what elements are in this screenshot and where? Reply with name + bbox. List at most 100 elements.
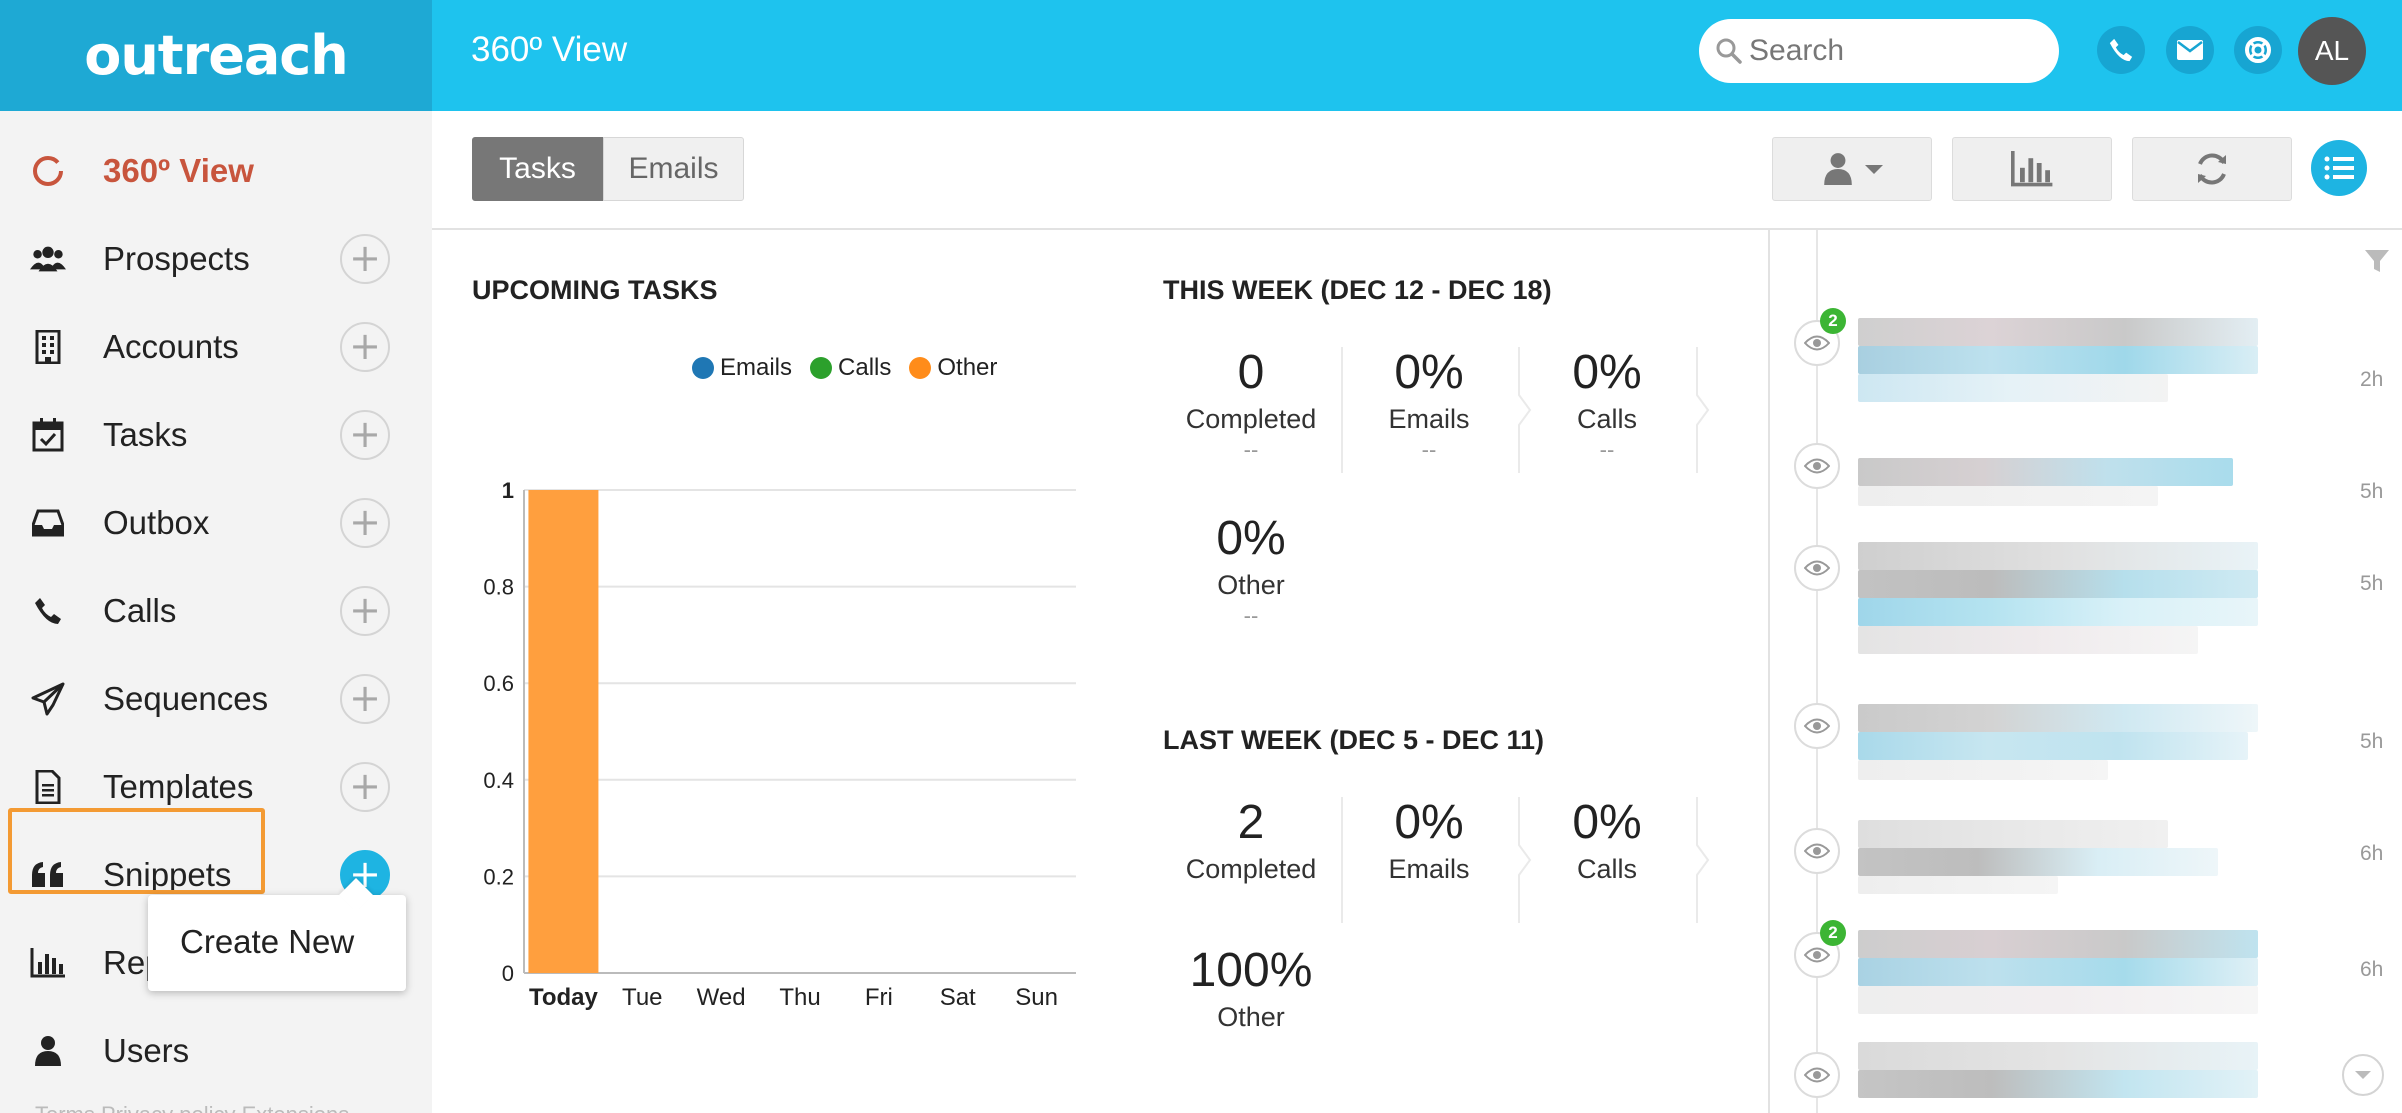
life-ring-icon bbox=[2245, 37, 2271, 63]
envelope-icon bbox=[2177, 40, 2203, 60]
x-tick-label: Fri bbox=[865, 984, 893, 1011]
bar-chart-icon bbox=[2011, 151, 2053, 187]
legend-item-calls[interactable]: Calls bbox=[810, 354, 891, 382]
redacted-line bbox=[1858, 458, 2233, 486]
add-outbox-button[interactable]: + bbox=[340, 498, 390, 548]
add-task-button[interactable]: + bbox=[340, 410, 390, 460]
feed-item[interactable]: 6h bbox=[1770, 800, 2402, 894]
redacted-line bbox=[1858, 1042, 2258, 1070]
legend-item-emails[interactable]: Emails bbox=[692, 354, 792, 382]
stat-delta: -- bbox=[1599, 437, 1615, 462]
stat-label: Calls bbox=[1576, 854, 1637, 884]
quote-icon bbox=[30, 857, 66, 893]
feed-item[interactable]: 5h bbox=[1770, 680, 2402, 790]
add-account-button[interactable]: + bbox=[340, 322, 390, 372]
sidebar-item-accounts[interactable]: Accounts + bbox=[0, 303, 432, 391]
phone-icon bbox=[2109, 38, 2133, 62]
list-view-button[interactable] bbox=[2311, 140, 2367, 196]
phone-button[interactable] bbox=[2097, 26, 2145, 74]
redacted-line bbox=[1858, 1070, 2258, 1098]
feed-item[interactable]: 5h bbox=[1770, 420, 2402, 510]
create-new-snippet-option[interactable]: Create New bbox=[180, 923, 355, 960]
circle-ring-icon bbox=[30, 153, 66, 189]
add-call-button[interactable]: + bbox=[340, 586, 390, 636]
stat-label: Other bbox=[1217, 570, 1285, 600]
topbar: 360º View AL bbox=[432, 0, 2402, 111]
stat-label: Other bbox=[1217, 1002, 1285, 1032]
outreach-logo[interactable]: outreach bbox=[84, 24, 349, 87]
y-tick-label: 0.4 bbox=[483, 768, 514, 793]
legend-item-other[interactable]: Other bbox=[909, 354, 997, 382]
add-template-button[interactable]: + bbox=[340, 762, 390, 812]
eye-icon[interactable] bbox=[1794, 320, 1840, 366]
sidebar-item-users[interactable]: Users bbox=[0, 1007, 432, 1095]
eye-icon[interactable] bbox=[1794, 828, 1840, 874]
stat-value: 0% bbox=[1394, 346, 1464, 399]
chevron-down-icon bbox=[2355, 1071, 2371, 1079]
sidebar-item-calls[interactable]: Calls + bbox=[0, 567, 432, 655]
feed-item[interactable]: 2 2h bbox=[1770, 290, 2402, 410]
paper-plane-icon bbox=[30, 681, 66, 717]
sidebar-item-label: Users bbox=[103, 1032, 190, 1069]
x-tick-label: Thu bbox=[779, 984, 820, 1011]
unread-count-badge: 2 bbox=[1820, 308, 1846, 334]
sidebar-item-label: Sequences bbox=[103, 680, 269, 717]
legend-label: Calls bbox=[838, 354, 892, 381]
feed-time: 5h bbox=[2360, 730, 2384, 753]
y-tick-label: 0 bbox=[502, 961, 514, 986]
stat-divider bbox=[1341, 797, 1343, 923]
sidebar-item-sequences[interactable]: Sequences + bbox=[0, 655, 432, 743]
sidebar-item-tasks[interactable]: Tasks + bbox=[0, 391, 432, 479]
stat-value: 0% bbox=[1572, 346, 1642, 399]
redacted-line bbox=[1858, 930, 2258, 958]
legend-dot bbox=[909, 357, 932, 379]
eye-icon[interactable] bbox=[1794, 545, 1840, 591]
create-new-popover: Create New bbox=[148, 878, 406, 991]
feed-item[interactable]: 2 6h bbox=[1770, 900, 2402, 1020]
filter-icon[interactable] bbox=[2364, 248, 2390, 274]
eye-icon[interactable] bbox=[1794, 703, 1840, 749]
help-button[interactable] bbox=[2234, 26, 2282, 74]
stat-value: 0% bbox=[1394, 796, 1464, 849]
redacted-line bbox=[1858, 732, 2248, 760]
timeline-line bbox=[1816, 230, 1818, 1113]
add-prospect-button[interactable]: + bbox=[340, 234, 390, 284]
x-tick-label: Wed bbox=[697, 984, 746, 1011]
eye-icon[interactable] bbox=[1794, 443, 1840, 489]
activity-feed: 2 2h 5h 5h 5h bbox=[1768, 230, 2402, 1113]
snippets-highlight-box bbox=[8, 808, 265, 894]
y-tick-label: 0.6 bbox=[483, 671, 514, 696]
email-button[interactable] bbox=[2166, 26, 2214, 74]
feed-item[interactable]: 5h bbox=[1770, 520, 2402, 670]
sidebar-item-360-view[interactable]: 360º View bbox=[0, 127, 432, 215]
search-input[interactable] bbox=[1749, 19, 2039, 83]
tab-tasks[interactable]: Tasks bbox=[472, 137, 603, 201]
last-week-other-stat: 100% Other bbox=[1166, 943, 1336, 1033]
y-tick-label: 0.8 bbox=[483, 575, 514, 600]
legend-dot bbox=[810, 357, 833, 379]
y-tick-label: 1 bbox=[502, 478, 514, 503]
feed-item[interactable] bbox=[1770, 1030, 2402, 1113]
refresh-button[interactable] bbox=[2132, 137, 2292, 201]
chevron-right-icon bbox=[1518, 797, 1532, 923]
sidebar-item-label: Calls bbox=[103, 592, 177, 629]
user-icon bbox=[30, 1033, 66, 1069]
stat-value: 0% bbox=[1216, 512, 1286, 565]
logo-bar: outreach bbox=[0, 0, 432, 111]
redacted-line bbox=[1858, 876, 2058, 894]
avatar[interactable]: AL bbox=[2298, 17, 2366, 85]
eye-icon[interactable] bbox=[1794, 1052, 1840, 1098]
sidebar-item-prospects[interactable]: Prospects + bbox=[0, 215, 432, 303]
sidebar-item-templates[interactable]: Templates + bbox=[0, 743, 432, 831]
sidebar-footer-links[interactable]: Terms Privacy policy Extensions bbox=[35, 1102, 349, 1113]
add-sequence-button[interactable]: + bbox=[340, 674, 390, 724]
reports-button[interactable] bbox=[1952, 137, 2112, 201]
sidebar-item-outbox[interactable]: Outbox + bbox=[0, 479, 432, 567]
scroll-down-button[interactable] bbox=[2342, 1054, 2384, 1096]
user-filter-dropdown[interactable] bbox=[1772, 137, 1932, 201]
tab-emails[interactable]: Emails bbox=[603, 137, 744, 201]
phone-icon bbox=[30, 593, 66, 629]
search-box[interactable] bbox=[1699, 19, 2059, 83]
chart-legend: Emails Calls Other bbox=[692, 354, 1015, 382]
building-icon bbox=[30, 329, 66, 365]
